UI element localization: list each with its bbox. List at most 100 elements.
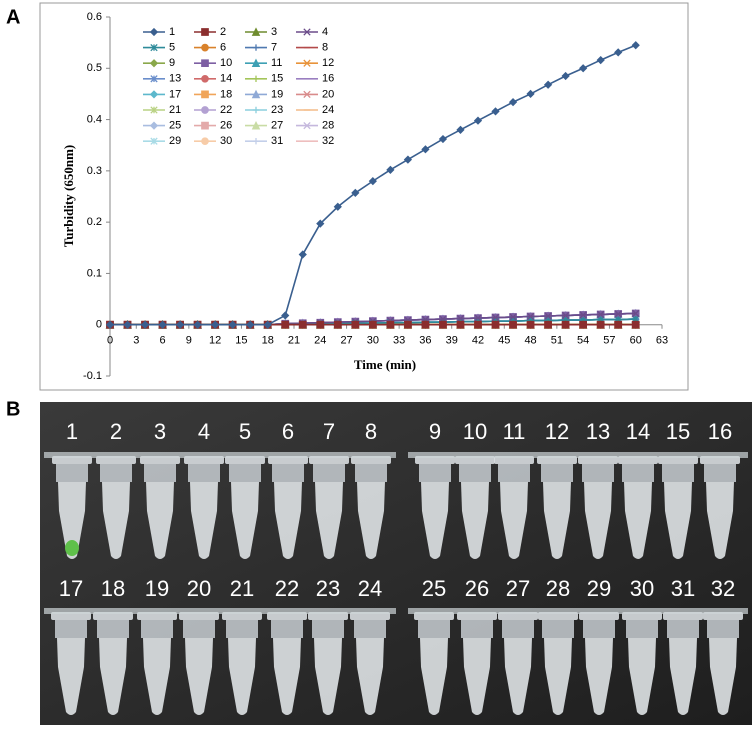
- x-tick-label: 12: [209, 335, 221, 347]
- tube-body: [314, 638, 342, 715]
- y-tick-label: 0.6: [87, 11, 102, 23]
- y-tick-label: -0.1: [83, 370, 102, 382]
- cap-strip: [44, 608, 396, 614]
- tube-label: 15: [666, 419, 690, 444]
- tube-body: [228, 638, 256, 715]
- legend-marker: [201, 121, 209, 130]
- marker: [544, 320, 552, 329]
- marker: [421, 320, 430, 329]
- marker: [123, 320, 132, 329]
- tube-body: [143, 638, 171, 715]
- legend-label: 28: [322, 120, 334, 132]
- marker: [298, 320, 307, 329]
- legend-marker: [251, 120, 261, 130]
- tube-rim: [502, 620, 534, 638]
- marker: [386, 165, 395, 174]
- marker: [614, 320, 623, 329]
- legend-marker: [201, 59, 209, 68]
- x-tick-label: 57: [603, 335, 615, 347]
- marker: [474, 314, 482, 322]
- tube-rim: [183, 620, 215, 638]
- legend-marker: [149, 90, 159, 99]
- legend-marker: [251, 89, 261, 99]
- legend-marker: [201, 75, 209, 83]
- tube: [268, 456, 308, 559]
- tube-label: 5: [239, 419, 251, 444]
- marker: [561, 320, 570, 329]
- cap-strip: [408, 452, 748, 458]
- legend-label: 7: [271, 42, 277, 54]
- marker: [614, 310, 622, 318]
- tube-rim: [272, 464, 304, 482]
- tube-body: [185, 638, 213, 715]
- legend-label: 15: [271, 73, 283, 85]
- legend-marker: [150, 137, 158, 145]
- legend-label: 11: [271, 57, 282, 69]
- marker: [456, 314, 465, 323]
- marker: [631, 41, 640, 50]
- legend-label: 30: [220, 135, 232, 147]
- tube-rim: [313, 464, 345, 482]
- legend-label: 17: [169, 88, 181, 100]
- tube-rim: [418, 620, 450, 638]
- marker: [281, 320, 290, 329]
- tube-body: [274, 482, 302, 559]
- legend-marker: [149, 59, 159, 68]
- tube-rim: [354, 620, 386, 638]
- legend-label: 5: [169, 42, 175, 54]
- tube-label: 28: [546, 576, 570, 601]
- legend-marker: [251, 27, 261, 36]
- tube-rim: [226, 620, 258, 638]
- tube-body: [669, 638, 697, 715]
- marker: [351, 320, 360, 329]
- legend-label: 12: [322, 57, 334, 69]
- tube: [618, 456, 658, 559]
- marker: [491, 313, 500, 322]
- marker: [316, 320, 325, 329]
- tube-body: [504, 638, 532, 715]
- x-tick-label: 42: [472, 335, 484, 347]
- x-tick-label: 9: [186, 335, 192, 347]
- legend-marker: [149, 27, 159, 37]
- tube-label: 13: [586, 419, 610, 444]
- tube: [225, 456, 265, 559]
- tube-label: 10: [463, 419, 487, 444]
- tube-label: 22: [275, 576, 299, 601]
- tube-rim: [141, 620, 173, 638]
- tube: [663, 612, 703, 715]
- marker: [158, 320, 167, 329]
- marker: [544, 312, 552, 320]
- legend-label: 6: [220, 42, 226, 54]
- marker: [561, 71, 570, 81]
- tube: [179, 612, 219, 715]
- tube-label: 27: [506, 576, 530, 601]
- tube-rim: [707, 620, 739, 638]
- tube-body: [102, 482, 130, 559]
- tube-rim: [355, 464, 387, 482]
- marker: [403, 155, 413, 164]
- tube-rim: [582, 464, 614, 482]
- x-tick-label: 54: [577, 335, 589, 347]
- marker: [596, 55, 605, 65]
- x-tick-label: 3: [133, 335, 139, 347]
- legend-label: 27: [271, 120, 283, 132]
- legend-marker: [252, 44, 260, 51]
- tube-label: 8: [365, 419, 377, 444]
- tube: [579, 612, 619, 715]
- tube-rim: [626, 620, 658, 638]
- marker: [526, 320, 535, 329]
- marker: [561, 311, 570, 320]
- legend-label: 1: [169, 26, 175, 38]
- marker: [596, 320, 605, 329]
- marker: [351, 188, 360, 198]
- tube-rim: [667, 620, 699, 638]
- legend-label: 3: [271, 26, 277, 38]
- marker: [491, 320, 500, 329]
- legend-label: 26: [220, 120, 232, 132]
- tube-body: [315, 482, 343, 559]
- marker: [543, 80, 553, 89]
- marker: [369, 320, 377, 329]
- tube-label: 25: [422, 576, 446, 601]
- y-tick-label: 0.4: [87, 113, 102, 125]
- marker: [614, 48, 623, 57]
